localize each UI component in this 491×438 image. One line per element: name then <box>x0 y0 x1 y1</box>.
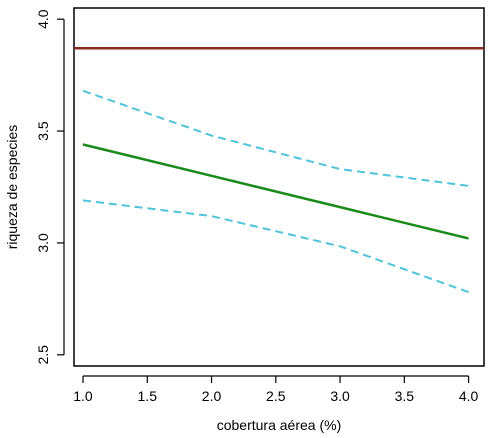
x-axis-title: cobertura aérea (%) <box>217 417 342 433</box>
x-tick-label: 2.0 <box>202 388 222 404</box>
x-tick-label: 3.5 <box>395 388 415 404</box>
y-tick-label: 3.5 <box>35 121 51 141</box>
y-tick-label: 2.5 <box>35 345 51 365</box>
series-layer <box>74 47 484 294</box>
x-tick-label: 3.0 <box>330 388 350 404</box>
series-line-2 <box>82 143 469 240</box>
y-tick-label: 3.0 <box>35 233 51 253</box>
x-tick-label: 4.0 <box>459 388 479 404</box>
x-tick-label: 1.0 <box>73 388 93 404</box>
y-tick-label: 4.0 <box>35 9 51 29</box>
y-axis: 2.5 3.0 3.5 4.0 <box>35 9 65 365</box>
x-tick-label: 2.5 <box>266 388 286 404</box>
series-line-3 <box>82 89 469 187</box>
y-axis-title: riqueza de especies <box>4 125 20 250</box>
plot-frame <box>73 7 485 367</box>
series-line-4 <box>82 199 469 294</box>
x-tick-label: 1.5 <box>138 388 158 404</box>
x-axis: 1.0 1.5 2.0 2.5 3.0 3.5 4.0 <box>73 375 479 404</box>
